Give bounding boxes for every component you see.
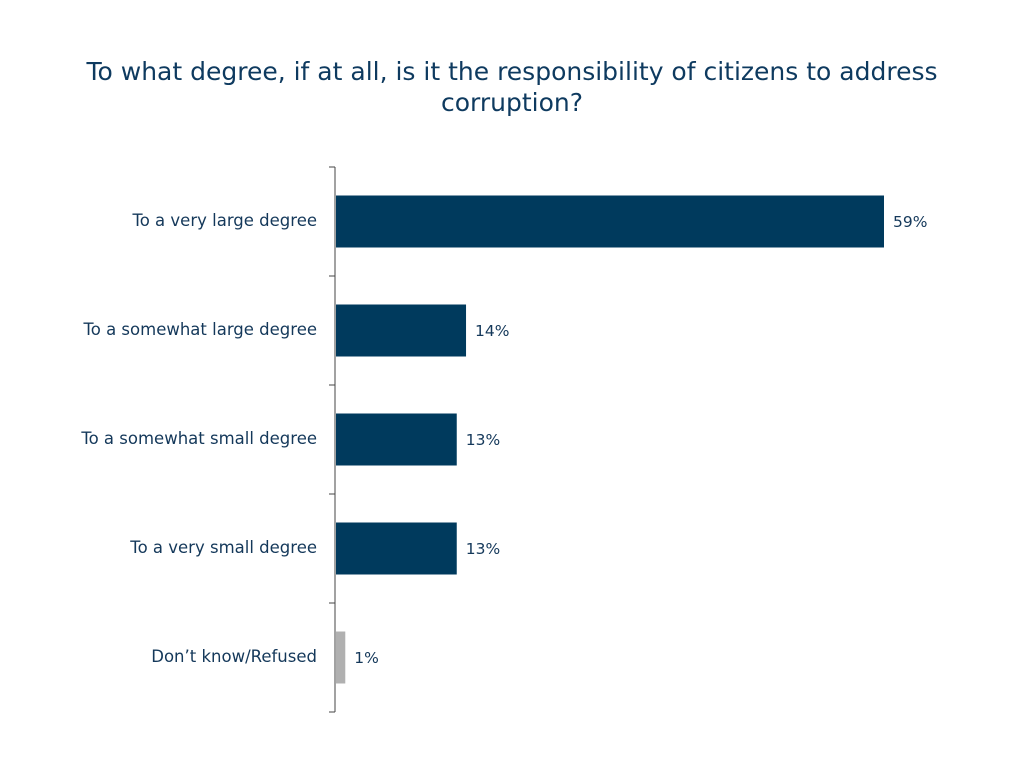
bars (336, 195, 884, 684)
category-label: To a very small degree (129, 538, 317, 557)
bar (336, 413, 457, 466)
value-label: 14% (475, 322, 509, 340)
value-label: 59% (893, 213, 927, 231)
y-axis (329, 166, 336, 713)
category-label: Don’t know/Refused (151, 647, 317, 666)
bar (336, 631, 346, 684)
value-label: 1% (354, 649, 379, 667)
category-labels: To a very large degree To a somewhat larg… (80, 211, 317, 666)
bar (336, 195, 884, 248)
value-labels: 59% 14% 13% 13% 1% (354, 213, 927, 667)
bar (336, 304, 467, 357)
category-label: To a somewhat small degree (80, 429, 317, 448)
chart-title: To what degree, if at all, is it the res… (86, 57, 938, 117)
category-label: To a somewhat large degree (82, 320, 317, 339)
bar (336, 522, 457, 575)
value-label: 13% (466, 431, 500, 449)
value-label: 13% (466, 540, 500, 558)
category-label: To a very large degree (131, 211, 317, 230)
